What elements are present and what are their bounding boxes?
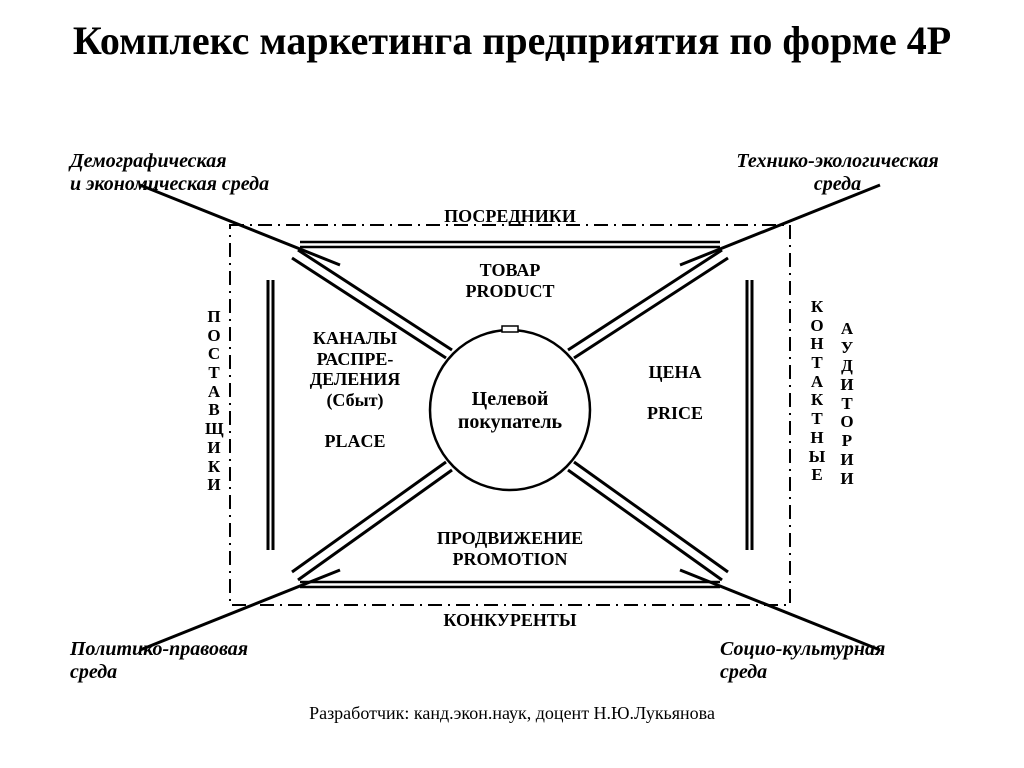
outer-right-1: КОНТАКТНЫЕ: [808, 298, 826, 485]
quadrant-bottom: ПРОДВИЖЕНИЕ PROMOTION: [380, 528, 640, 569]
outer-bottom: КОНКУРЕНТЫ: [400, 610, 620, 631]
center-label: Целевой покупатель: [430, 388, 590, 434]
quadrant-left: КАНАЛЫ РАСПРЕ- ДЕЛЕНИЯ (Сбыт) PLACE: [280, 328, 430, 452]
diagram-4p: Целевой покупатель ТОВАР PRODUCT ЦЕНА PR…: [0, 150, 1024, 690]
outer-top: ПОСРЕДНИКИ: [400, 206, 620, 227]
outer-left: ПОСТАВЩИКИ: [205, 308, 223, 495]
env-bottom-left: Политико-правовая среда: [70, 638, 330, 684]
outer-right-2: АУДИТОРИИ: [838, 320, 856, 488]
quadrant-right: ЦЕНА PRICE: [610, 362, 740, 424]
env-top-left: Демографическая и экономическая среда: [70, 150, 330, 196]
env-bottom-right: Социо-культурная среда: [720, 638, 980, 684]
quadrant-top: ТОВАР PRODUCT: [400, 260, 620, 301]
page-title: Комплекс маркетинга предприятия по форме…: [0, 18, 1024, 64]
credit-line: Разработчик: канд.экон.наук, доцент Н.Ю.…: [0, 702, 1024, 725]
corner-line-tl: [140, 185, 340, 265]
env-top-right: Технико-экологическая среда: [700, 150, 975, 196]
